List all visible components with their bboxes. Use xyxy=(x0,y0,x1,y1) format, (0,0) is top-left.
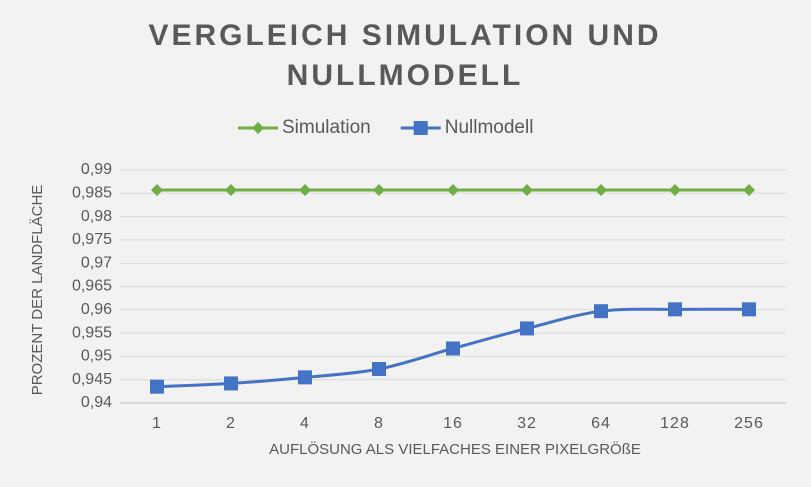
y-tick-label: 0,965 xyxy=(72,278,112,295)
x-tick-label: 128 xyxy=(660,415,690,432)
point xyxy=(446,341,460,356)
point xyxy=(521,184,533,197)
x-tick-label: 8 xyxy=(374,415,384,432)
chart-title: VERGLEICH SIMULATION UND NULLMODELL xyxy=(148,19,662,92)
x-tick-label: 16 xyxy=(443,415,463,432)
x-tick-label: 32 xyxy=(517,415,537,432)
point xyxy=(298,370,312,385)
point xyxy=(743,184,755,197)
y-tick-label: 0,975 xyxy=(72,231,112,248)
x-tick-label: 1 xyxy=(152,415,162,432)
point xyxy=(151,184,163,197)
x-tick-label: 4 xyxy=(300,415,310,432)
point xyxy=(225,184,237,197)
point xyxy=(520,321,534,336)
legend-marker xyxy=(413,121,428,135)
y-axis-label: PROZENT DER LANDFLÄCHE xyxy=(29,185,46,396)
point xyxy=(447,184,459,197)
y-tick-label: 0,99 xyxy=(81,161,112,178)
point xyxy=(595,184,607,197)
legend-label: Nullmodell xyxy=(445,117,534,138)
y-tick-label: 0,98 xyxy=(81,208,112,225)
point xyxy=(373,184,385,197)
legend-marker xyxy=(252,122,264,134)
x-axis-label: AUFLÖSUNG ALS VIELFACHES EINER PIXELGRÖß… xyxy=(269,440,641,458)
y-tick-label: 0,94 xyxy=(81,394,112,411)
point xyxy=(594,304,608,319)
point xyxy=(224,376,238,391)
x-tick-label: 256 xyxy=(734,415,764,432)
y-tick-label: 0,955 xyxy=(72,324,112,341)
point xyxy=(150,379,164,394)
y-tick-label: 0,97 xyxy=(81,254,112,271)
y-tick-label: 0,95 xyxy=(81,348,112,365)
point xyxy=(372,361,386,376)
point xyxy=(668,302,682,317)
legend-label: Simulation xyxy=(282,117,371,138)
x-tick-label: 64 xyxy=(591,415,611,432)
y-tick-label: 0,96 xyxy=(81,301,112,318)
x-tick-label: 2 xyxy=(226,415,236,432)
y-tick-label: 0,945 xyxy=(72,371,112,388)
point xyxy=(669,184,681,197)
point xyxy=(299,184,311,197)
y-tick-label: 0,985 xyxy=(72,185,112,202)
point xyxy=(742,302,756,317)
